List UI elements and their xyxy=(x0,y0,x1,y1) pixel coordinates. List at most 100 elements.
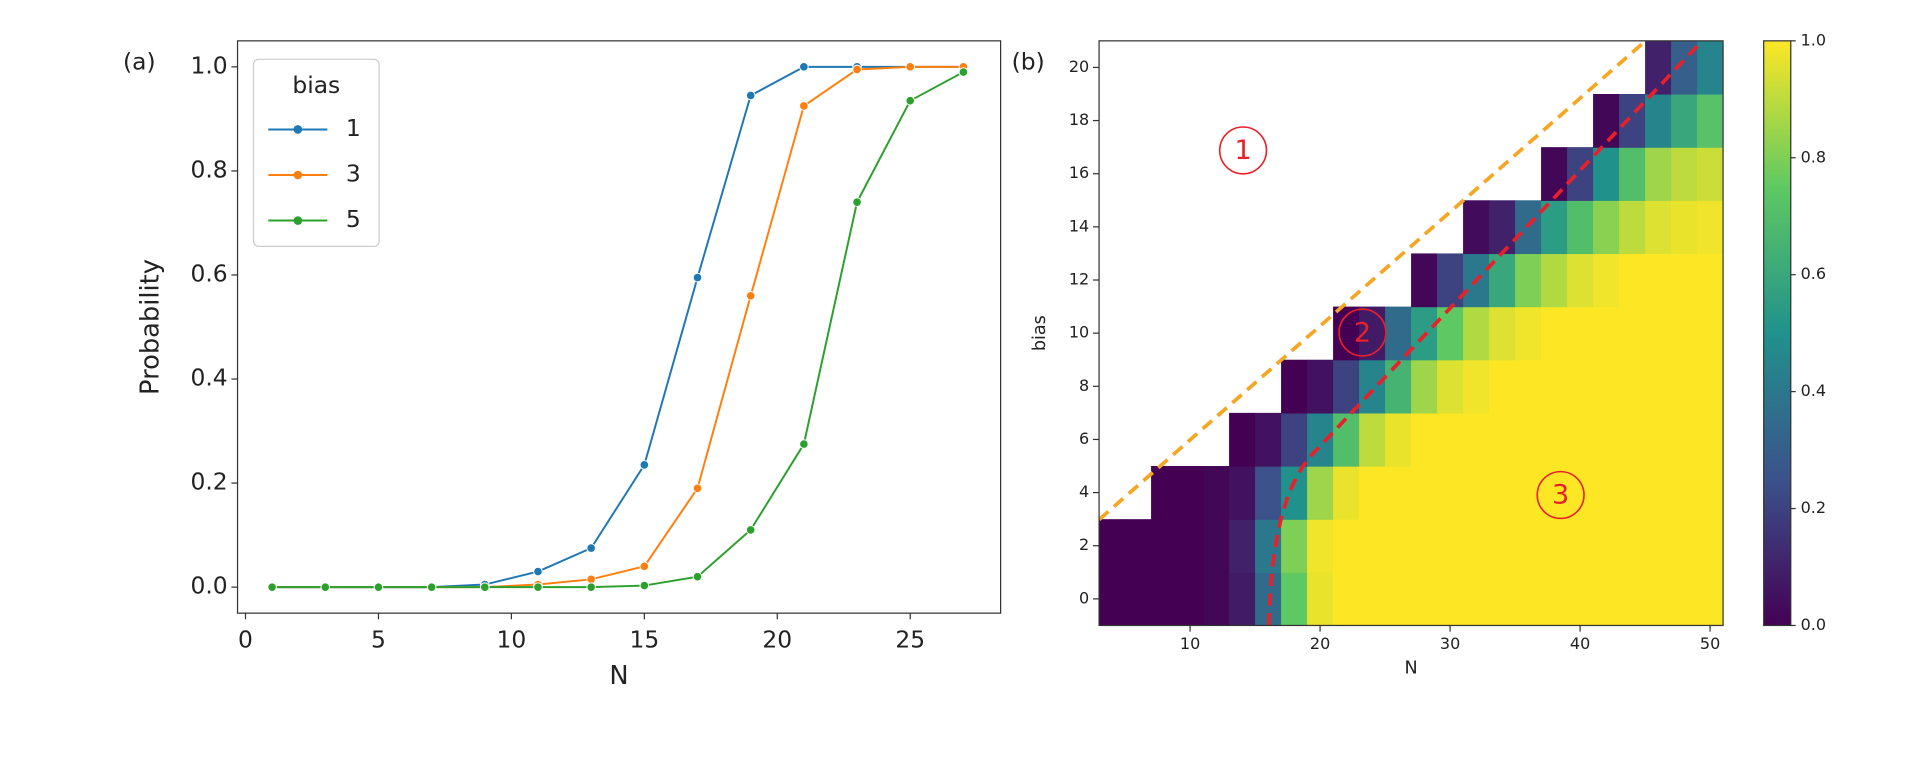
heatmap-cell xyxy=(1489,519,1516,573)
heatmap-cell xyxy=(1541,147,1568,201)
colorbar-tick-label: 0.8 xyxy=(1801,147,1826,166)
transition-curve xyxy=(1267,40,1704,626)
heatmap-cell xyxy=(1671,93,1698,148)
data-point xyxy=(799,439,809,449)
heatmap-cell xyxy=(1177,466,1204,520)
data-point xyxy=(852,64,862,75)
heatmap-cell xyxy=(1541,572,1568,626)
y-tick-label: 14 xyxy=(1069,216,1089,235)
data-point xyxy=(692,571,703,582)
data-point xyxy=(799,101,809,111)
y-tick-label: 18 xyxy=(1069,110,1089,129)
y-tick-label: 20 xyxy=(1069,57,1089,76)
heatmap-cell xyxy=(1541,412,1568,467)
region-label: 3 xyxy=(1552,480,1569,511)
heatmap-cell xyxy=(1671,572,1698,626)
y-tick-label: 16 xyxy=(1069,163,1089,182)
colorbar-tick-label: 1.0 xyxy=(1801,30,1826,49)
heatmap-cell xyxy=(1333,572,1360,626)
heatmap-cell xyxy=(1333,412,1360,467)
heatmap-cell xyxy=(1151,466,1178,520)
heatmap-cell xyxy=(1385,572,1412,626)
region-circle xyxy=(1536,470,1585,520)
heatmap-cell xyxy=(1099,519,1126,573)
y-tick-label: 0.0 xyxy=(191,572,228,600)
heatmap-cell xyxy=(1489,466,1516,520)
y-tick-label: 2 xyxy=(1079,535,1089,554)
data-point xyxy=(320,582,331,592)
heatmap-cell xyxy=(1697,466,1724,520)
heatmap-cell xyxy=(1437,359,1464,414)
heatmap-cell xyxy=(1619,306,1646,361)
y-tick-label: 0 xyxy=(1079,588,1089,607)
heatmap-cell xyxy=(1541,519,1568,573)
heatmap-cell xyxy=(1645,412,1672,467)
heatmap-cell xyxy=(1697,253,1724,308)
heatmap-cell xyxy=(1671,306,1698,361)
legend-label: 3 xyxy=(346,160,361,188)
heatmap-cell xyxy=(1307,519,1334,573)
heatmap-cell xyxy=(1463,466,1490,520)
heatmap-cell xyxy=(1463,306,1490,361)
heatmap-cell xyxy=(1463,519,1490,573)
colorbar-tick-label: 0.6 xyxy=(1801,264,1826,283)
heatmap-cell xyxy=(1489,306,1516,361)
heatmap-cell xyxy=(1515,519,1542,573)
panel-label: (b) xyxy=(1012,48,1045,76)
heatmap-cell xyxy=(1697,200,1724,255)
heatmap-cell xyxy=(1671,359,1698,414)
heatmap-cell xyxy=(1619,519,1646,573)
heatmap-cell xyxy=(1593,147,1620,201)
heatmap-cell xyxy=(1593,306,1620,361)
data-point xyxy=(905,95,916,106)
data-point xyxy=(745,90,756,101)
legend-label: 1 xyxy=(346,114,361,142)
heatmap-cell xyxy=(1567,572,1594,626)
region-label: 1 xyxy=(1234,135,1251,166)
heatmap-cell xyxy=(1645,200,1672,255)
x-axis-label: N xyxy=(609,661,628,691)
heatmap-cell xyxy=(1359,412,1386,467)
heatmap-cell xyxy=(1281,519,1308,573)
heatmap-cell xyxy=(1307,572,1334,626)
region-label: 2 xyxy=(1354,317,1371,348)
heatmap-cell xyxy=(1671,519,1698,573)
heatmap-cell xyxy=(1671,200,1698,255)
heatmap-cell xyxy=(1281,466,1308,520)
data-point xyxy=(533,566,543,577)
heatmap-cell xyxy=(1697,306,1724,361)
heatmap-cell xyxy=(1385,519,1412,573)
heatmap-cell xyxy=(1099,572,1126,626)
heatmap-cell xyxy=(1645,466,1672,520)
heatmap-cell xyxy=(1567,519,1594,573)
colorbar-tick-label: 0.2 xyxy=(1801,498,1826,517)
heatmap-cell xyxy=(1307,359,1334,414)
legend-box xyxy=(252,58,380,247)
plot-frame xyxy=(236,40,1002,614)
data-point xyxy=(692,272,703,283)
x-tick-label: 50 xyxy=(1700,634,1720,653)
x-tick-label: 30 xyxy=(1440,634,1460,653)
heatmap-cell xyxy=(1645,306,1672,361)
x-tick-label: 5 xyxy=(371,626,386,654)
heatmap-cell xyxy=(1671,147,1698,201)
heatmap-cell xyxy=(1489,200,1516,255)
heatmap-cell xyxy=(1359,519,1386,573)
heatmap-cell xyxy=(1515,253,1542,308)
heatmap-cell xyxy=(1411,519,1438,573)
heatmap-cell xyxy=(1567,253,1594,308)
y-tick-label: 10 xyxy=(1069,323,1089,342)
data-point xyxy=(692,483,703,494)
heatmap-cell xyxy=(1515,412,1542,467)
heatmap-cell xyxy=(1593,200,1620,255)
heatmap-cell xyxy=(1437,306,1464,361)
heatmap-cell xyxy=(1177,519,1204,573)
y-tick-label: 1.0 xyxy=(191,51,228,79)
y-tick-label: 0.8 xyxy=(191,155,228,183)
heatmap-cell xyxy=(1463,200,1490,255)
data-point xyxy=(639,460,650,470)
heatmap-cell xyxy=(1437,412,1464,467)
heatmap-cell xyxy=(1645,147,1672,201)
